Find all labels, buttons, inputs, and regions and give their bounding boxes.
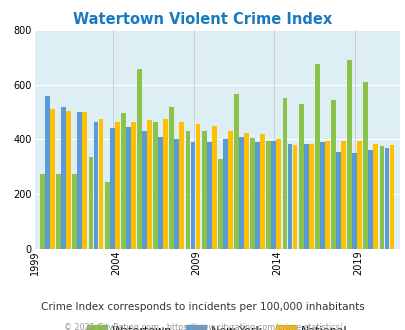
Bar	[222, 139, 227, 249]
Bar	[40, 174, 45, 249]
Bar	[260, 134, 264, 249]
Bar	[130, 121, 135, 249]
Bar	[217, 159, 222, 249]
Bar	[93, 121, 98, 249]
Bar	[356, 141, 361, 249]
Bar	[373, 144, 377, 249]
Bar	[66, 111, 71, 249]
Bar	[211, 126, 216, 249]
Bar	[72, 174, 77, 249]
Bar	[136, 70, 141, 249]
Bar	[255, 142, 260, 249]
Text: Crime Index corresponds to incidents per 100,000 inhabitants: Crime Index corresponds to incidents per…	[41, 302, 364, 312]
Bar	[82, 112, 87, 249]
Bar	[206, 142, 211, 249]
Bar	[319, 142, 324, 249]
Bar	[45, 96, 50, 249]
Bar	[346, 60, 351, 249]
Bar	[121, 114, 126, 249]
Bar	[98, 119, 103, 249]
Bar	[282, 98, 287, 249]
Bar	[276, 139, 281, 249]
Bar	[190, 142, 195, 249]
Bar	[61, 107, 66, 249]
Bar	[227, 131, 232, 249]
Bar	[340, 141, 345, 249]
Bar	[389, 145, 393, 249]
Bar	[147, 120, 151, 249]
Bar	[335, 152, 340, 249]
Bar	[243, 133, 248, 249]
Text: Watertown Violent Crime Index: Watertown Violent Crime Index	[73, 12, 332, 26]
Bar	[303, 144, 308, 249]
Bar	[233, 94, 238, 249]
Bar	[158, 137, 163, 249]
Bar	[163, 119, 168, 249]
Bar	[367, 150, 372, 249]
Bar	[169, 107, 174, 249]
Bar	[142, 131, 147, 249]
Bar	[314, 64, 319, 249]
Bar	[308, 144, 313, 249]
Bar	[56, 174, 61, 249]
Bar	[249, 138, 254, 249]
Bar	[185, 131, 190, 249]
Bar	[115, 121, 119, 249]
Bar	[174, 139, 179, 249]
Bar	[266, 141, 271, 249]
Bar	[384, 148, 388, 249]
Bar	[50, 109, 55, 249]
Bar	[201, 131, 206, 249]
Bar	[324, 141, 329, 249]
Bar	[77, 112, 82, 249]
Bar	[330, 100, 335, 249]
Bar	[271, 141, 275, 249]
Bar	[179, 121, 184, 249]
Bar	[379, 146, 384, 249]
Bar	[109, 128, 114, 249]
Bar	[287, 144, 292, 249]
Bar	[362, 82, 367, 249]
Bar	[298, 104, 303, 249]
Bar	[126, 127, 130, 249]
Bar	[195, 124, 200, 249]
Bar	[239, 137, 243, 249]
Legend: Watertown, New York, National: Watertown, New York, National	[82, 320, 352, 330]
Bar	[88, 157, 93, 249]
Bar	[292, 145, 297, 249]
Bar	[104, 182, 109, 249]
Bar	[153, 121, 158, 249]
Bar	[352, 153, 356, 249]
Text: © 2025 CityRating.com - https://www.cityrating.com/crime-statistics/: © 2025 CityRating.com - https://www.city…	[64, 323, 341, 330]
